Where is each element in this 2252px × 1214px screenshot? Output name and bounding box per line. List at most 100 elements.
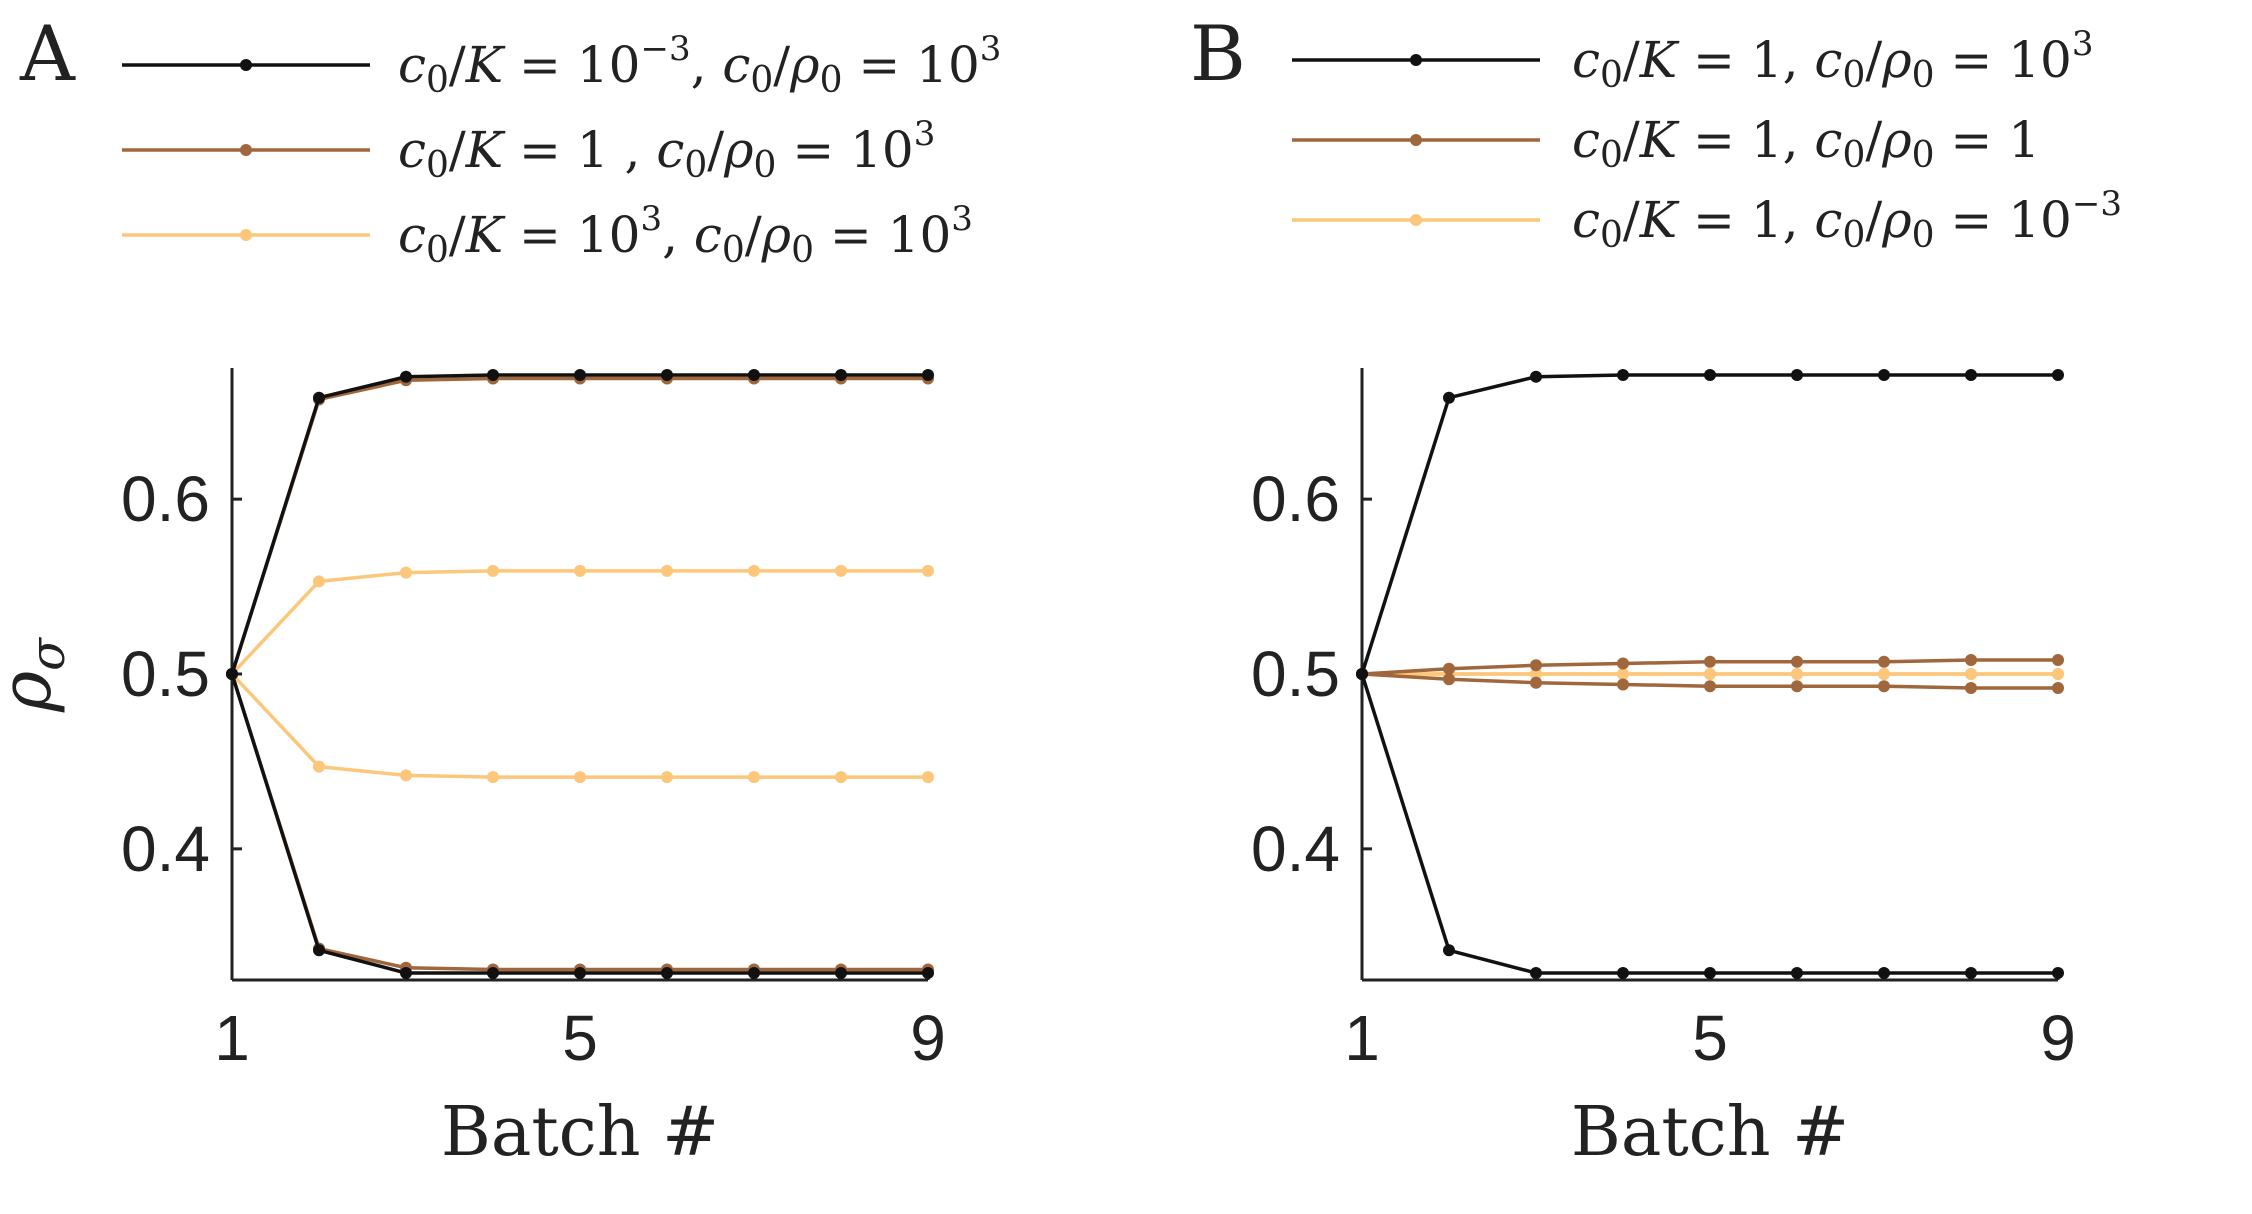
data-point: [748, 771, 760, 784]
data-point: [661, 967, 673, 980]
data-point: [574, 967, 586, 980]
data-point: [1530, 676, 1542, 689]
data-point: [2052, 668, 2064, 680]
data-point: [1617, 668, 1629, 680]
data-point: [1704, 655, 1716, 668]
data-point: [835, 967, 847, 980]
legend: c0​/K = 10−3​, c0​/ρ0​ = 103​ c0​/K = 1 ,…: [122, 29, 1001, 271]
data-point: [313, 575, 325, 588]
x-tick-label: 9: [2040, 1002, 2076, 1074]
legend-label: c0​/K = 1, c0​/ρ0​ = 10−3​: [1572, 184, 2122, 256]
x-tick-label: 5: [1692, 1002, 1728, 1074]
legend-item: c0​/K = 1 , c0​/ρ0​ = 103​: [122, 114, 935, 186]
series-black: [226, 668, 934, 980]
data-point: [922, 771, 934, 784]
data-point: [1443, 944, 1455, 957]
series-brown: [1356, 668, 2064, 694]
data-point: [400, 769, 412, 782]
legend-label: c0​/K = 1, c0​/ρ0​ = 1: [1572, 111, 2040, 176]
data-point: [835, 771, 847, 784]
data-point: [1617, 368, 1629, 381]
data-point: [1617, 967, 1629, 980]
y-axis-label: ρσ: [0, 637, 76, 713]
data-point: [1791, 368, 1803, 381]
data-point: [487, 368, 499, 381]
data-point: [1443, 662, 1455, 675]
data-point: [1791, 967, 1803, 980]
y-tick-label: 0.4: [121, 813, 210, 885]
data-point: [661, 771, 673, 784]
data-point: [2052, 654, 2064, 667]
legend-label: c0​/K = 103​, c0​/ρ0​ = 103​: [398, 199, 973, 271]
series-line: [1360, 673, 2058, 975]
data-point: [1704, 967, 1716, 980]
legend: c0​/K = 1, c0​/ρ0​ = 103​ c0​/K = 1, c0​/…: [1292, 24, 2122, 256]
data-point: [487, 967, 499, 980]
series-line: [230, 569, 928, 676]
panel-a: Ac0​/K = 10−3​, c0​/ρ0​ = 103​ c0​/K = 1 …: [0, 9, 1001, 1172]
data-point: [1530, 659, 1542, 672]
data-point: [1443, 673, 1455, 686]
legend-marker: [240, 229, 252, 241]
legend-marker: [1410, 54, 1422, 66]
data-point: [748, 967, 760, 980]
data-point: [313, 760, 325, 773]
y-tick-label: 0.5: [1251, 638, 1340, 710]
data-point: [2052, 681, 2064, 694]
series-black: [226, 368, 934, 680]
data-point: [1617, 678, 1629, 691]
data-point: [1878, 680, 1890, 693]
y-tick-label: 0.5: [121, 638, 210, 710]
legend-marker: [1410, 134, 1422, 146]
data-point: [1878, 668, 1890, 680]
panel-letter: B: [1190, 9, 1246, 98]
legend-item: c0​/K = 10−3​, c0​/ρ0​ = 103​: [122, 29, 1001, 101]
data-point: [1965, 967, 1977, 980]
legend-label: c0​/K = 1, c0​/ρ0​ = 103​: [1572, 24, 2093, 96]
data-point: [1878, 655, 1890, 668]
legend-item: c0​/K = 1, c0​/ρ0​ = 103​: [1292, 24, 2093, 96]
series-line: [230, 672, 928, 779]
data-point: [400, 566, 412, 579]
data-point: [661, 564, 673, 577]
y-tick-label: 0.4: [1251, 813, 1340, 885]
data-point: [1878, 967, 1890, 980]
data-point: [313, 391, 325, 404]
series-light: [226, 564, 934, 680]
legend-label: c0​/K = 1 , c0​/ρ0​ = 103​: [398, 114, 935, 186]
data-point: [922, 368, 934, 381]
legend-label: c0​/K = 10−3​, c0​/ρ0​ = 103​: [398, 29, 1001, 101]
data-point: [2052, 368, 2064, 381]
series-line: [230, 673, 928, 975]
data-point: [748, 368, 760, 381]
data-point: [400, 370, 412, 383]
data-point: [835, 564, 847, 577]
data-point: [487, 564, 499, 577]
x-tick-label: 9: [910, 1002, 946, 1074]
x-axis-label: Batch #: [441, 1093, 719, 1172]
panel-b: Bc0​/K = 1, c0​/ρ0​ = 103​c0​/K = 1, c0​…: [1190, 9, 2122, 1172]
data-point: [922, 967, 934, 980]
data-point: [1704, 668, 1716, 680]
data-point: [1530, 370, 1542, 383]
y-tick-label: 0.6: [1251, 463, 1340, 535]
data-point: [1617, 657, 1629, 670]
data-point: [226, 668, 238, 680]
legend-item: c0​/K = 1, c0​/ρ0​ = 10−3​: [1292, 184, 2122, 256]
data-point: [1791, 655, 1803, 668]
legend-marker: [240, 59, 252, 71]
data-point: [1965, 654, 1977, 667]
data-point: [1356, 668, 1368, 680]
data-point: [835, 368, 847, 381]
series-black: [1356, 368, 2064, 680]
data-point: [574, 771, 586, 784]
series-line: [230, 673, 928, 972]
x-tick-label: 1: [1344, 1002, 1380, 1074]
x-axis-label: Batch #: [1571, 1093, 1849, 1172]
data-point: [313, 944, 325, 957]
data-point: [1530, 967, 1542, 980]
data-point: [1443, 391, 1455, 404]
data-point: [487, 771, 499, 784]
series-line: [230, 373, 928, 675]
data-point: [1965, 368, 1977, 381]
